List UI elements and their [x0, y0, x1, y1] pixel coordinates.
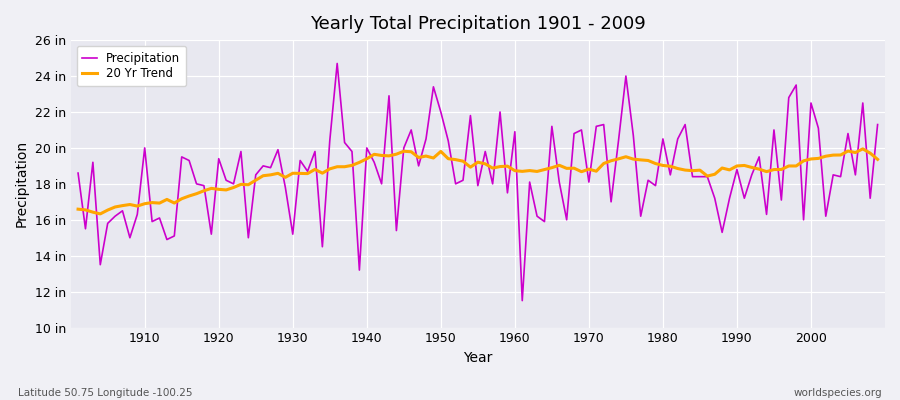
- Precipitation: [332, 61, 343, 66]
- Precipitation: [346, 149, 357, 154]
- Precipitation: [132, 212, 143, 217]
- Legend: Precipitation, 20 Yr Trend: Precipitation, 20 Yr Trend: [76, 46, 186, 86]
- Precipitation: [73, 171, 84, 176]
- Precipitation: [509, 129, 520, 134]
- Title: Yearly Total Precipitation 1901 - 2009: Yearly Total Precipitation 1901 - 2009: [310, 15, 645, 33]
- 20 Yr Trend: [346, 163, 357, 168]
- Precipitation: [525, 180, 535, 184]
- Precipitation: [295, 158, 306, 163]
- Y-axis label: Precipitation: Precipitation: [15, 140, 29, 228]
- Text: worldspecies.org: worldspecies.org: [794, 388, 882, 398]
- Precipitation: [872, 122, 883, 127]
- 20 Yr Trend: [302, 171, 313, 176]
- 20 Yr Trend: [73, 207, 84, 212]
- Line: Precipitation: Precipitation: [78, 64, 878, 301]
- 20 Yr Trend: [517, 169, 527, 174]
- Text: Latitude 50.75 Longitude -100.25: Latitude 50.75 Longitude -100.25: [18, 388, 193, 398]
- Precipitation: [613, 138, 624, 143]
- Line: 20 Yr Trend: 20 Yr Trend: [78, 149, 878, 214]
- 20 Yr Trend: [509, 168, 520, 173]
- 20 Yr Trend: [606, 158, 616, 163]
- Precipitation: [517, 298, 527, 303]
- 20 Yr Trend: [858, 146, 868, 151]
- 20 Yr Trend: [872, 157, 883, 162]
- 20 Yr Trend: [94, 212, 105, 216]
- 20 Yr Trend: [140, 201, 150, 206]
- X-axis label: Year: Year: [464, 351, 492, 365]
